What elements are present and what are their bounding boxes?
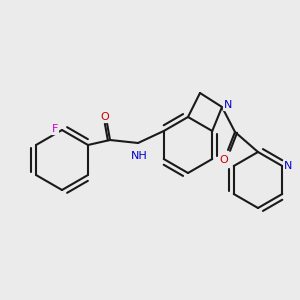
Text: F: F: [52, 124, 58, 134]
Text: N: N: [284, 161, 292, 171]
Text: O: O: [100, 112, 109, 122]
Text: NH: NH: [130, 151, 147, 161]
Text: O: O: [220, 155, 228, 165]
Text: N: N: [224, 100, 232, 110]
